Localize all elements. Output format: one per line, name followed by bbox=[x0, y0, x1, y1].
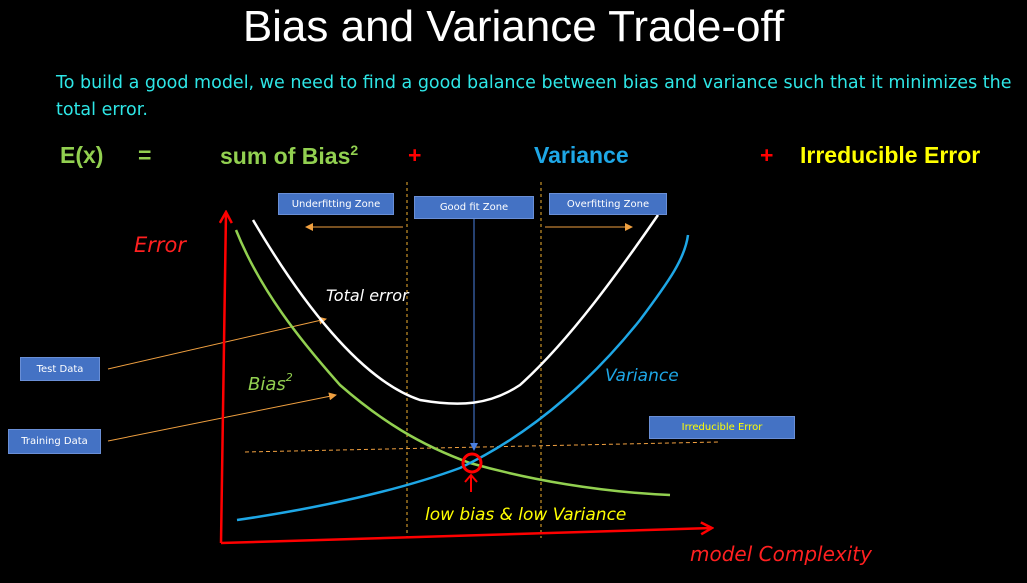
underfitting-zone-box: Underfitting Zone bbox=[278, 193, 394, 215]
training-data-box: Training Data bbox=[8, 429, 101, 454]
low-bias-low-variance-label: low bias & low Variance bbox=[425, 505, 626, 525]
test-data-box: Test Data bbox=[20, 357, 100, 381]
equation-lhs: E(x) bbox=[60, 142, 104, 168]
equation-variance: Variance bbox=[534, 142, 629, 168]
variance-curve bbox=[236, 234, 690, 522]
bias-label-text: Bias bbox=[248, 374, 286, 395]
model-complexity-label: model Complexity bbox=[690, 542, 873, 566]
overfitting-zone-box: Overfitting Zone bbox=[549, 193, 667, 215]
irreducible-error-line bbox=[244, 441, 719, 453]
equation-bias-term: sum of Bias2 bbox=[220, 142, 358, 170]
x-axis bbox=[220, 528, 712, 545]
bias-curve bbox=[234, 229, 671, 497]
equation-equals: = bbox=[138, 142, 152, 168]
bias-label-exponent: 2 bbox=[286, 371, 293, 384]
test-data-pointer bbox=[107, 316, 327, 370]
equation-plus-1: + bbox=[408, 142, 422, 168]
total-error-label: Total error bbox=[326, 286, 410, 305]
equation-bias-exponent: 2 bbox=[350, 142, 359, 158]
intro-text: To build a good model, we need to find a… bbox=[56, 73, 1012, 120]
irreducible-error-box: Irreducible Error bbox=[649, 416, 795, 439]
optimal-point-arrowhead bbox=[464, 473, 478, 483]
slide-title: Bias and Variance Trade-off bbox=[242, 2, 785, 51]
bias-label: Bias2 bbox=[248, 371, 293, 395]
total-error-curve bbox=[251, 214, 660, 405]
optimal-point-circle bbox=[461, 452, 483, 474]
equation-plus-2: + bbox=[760, 142, 774, 168]
good-fit-zone-box: Good fit Zone bbox=[414, 196, 534, 219]
variance-label: Variance bbox=[605, 366, 679, 386]
y-axis bbox=[221, 212, 226, 544]
error-axis-label: Error bbox=[134, 233, 187, 257]
equation-irreducible: Irreducible Error bbox=[800, 142, 981, 168]
equation-bias-text: sum of Bias bbox=[220, 143, 351, 169]
